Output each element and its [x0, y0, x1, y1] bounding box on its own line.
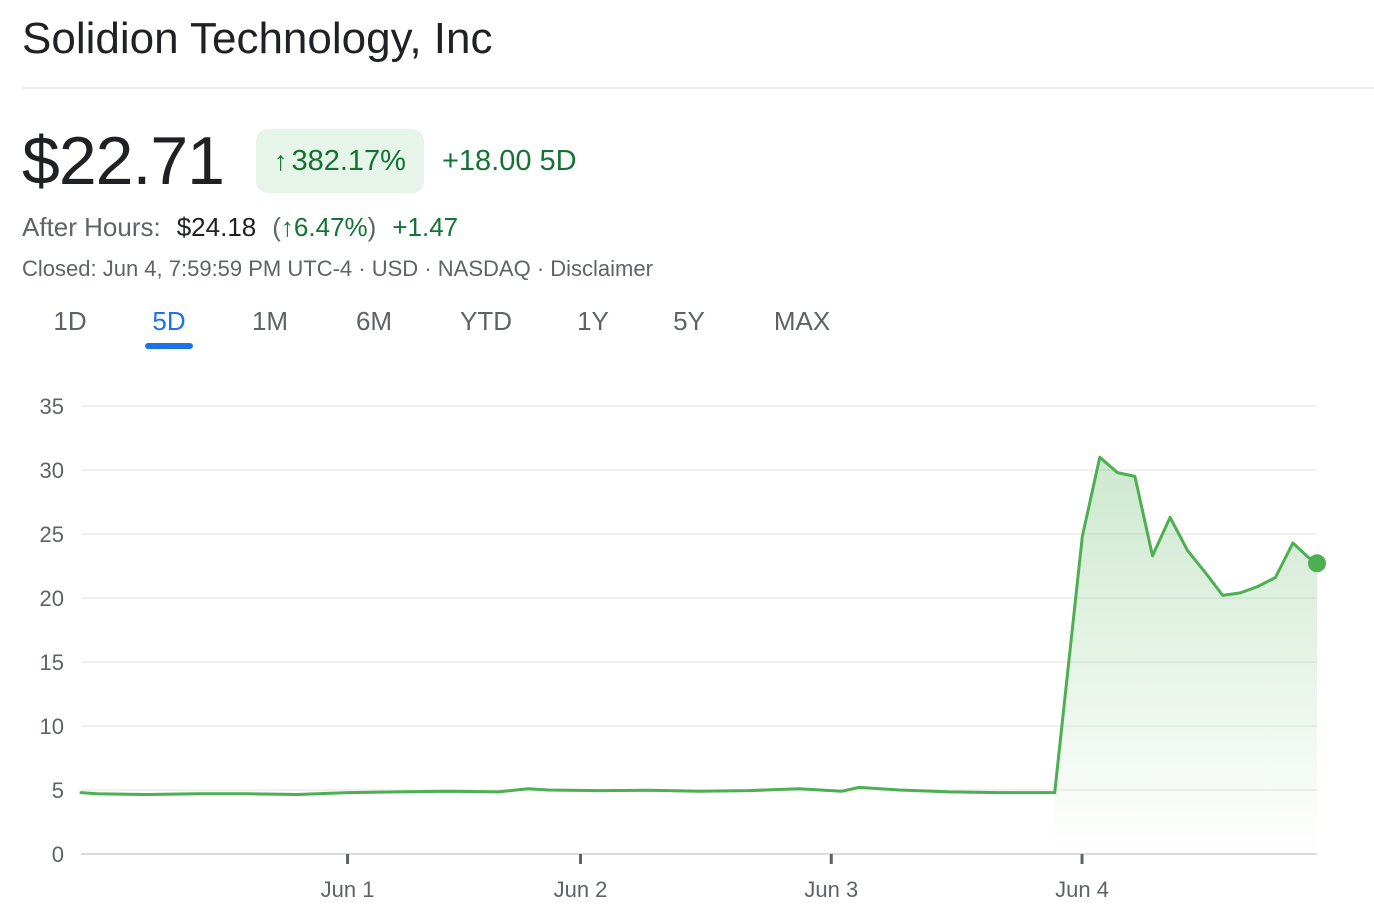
x-tick-label: Jun 4: [1055, 877, 1109, 902]
percent-change-badge: ↑ 382.17%: [255, 129, 424, 193]
after-hours-absolute-change: +1.47: [392, 212, 459, 242]
y-tick-label: 10: [40, 714, 64, 739]
y-tick-label: 30: [40, 458, 64, 483]
tab-5d[interactable]: 5D: [152, 306, 186, 336]
separator: ·: [358, 256, 366, 281]
y-tick-label: 20: [40, 586, 64, 611]
price-chart[interactable]: 0 5 10 15 20 25 30 35 Jun 1 Jun 2 Jun 3 Jun 4: [0, 380, 1374, 918]
y-tick-label: 5: [52, 778, 64, 803]
absolute-change: +18.00 5D: [441, 144, 577, 177]
paren-open: (: [272, 212, 281, 242]
market-status-row: Closed: Jun 4, 7:59:59 PM UTC-4 · USD · …: [22, 256, 653, 282]
y-tick-label: 15: [40, 650, 64, 675]
active-tab-indicator: [145, 343, 193, 349]
tab-ytd[interactable]: YTD: [460, 306, 512, 336]
arrow-up-icon: ↑: [273, 145, 288, 176]
arrow-up-icon: ↑: [280, 212, 294, 242]
price-line: [79, 455, 1319, 796]
currency: USD: [371, 256, 419, 281]
tab-5y[interactable]: 5Y: [673, 306, 705, 336]
tab-1d[interactable]: 1D: [53, 306, 87, 336]
separator: ·: [536, 256, 545, 281]
time-range-tabs: 1D 5D 1M 6M YTD 1Y 5Y MAX: [0, 306, 900, 352]
tab-1m[interactable]: 1M: [251, 306, 289, 336]
after-hours-price: $24.18: [176, 212, 257, 242]
after-hours-row: After Hours: $24.18 (↑6.47%) +1.47: [22, 212, 458, 243]
tab-max[interactable]: MAX: [773, 306, 831, 336]
header-divider: [22, 87, 1374, 89]
exchange: NASDAQ: [437, 256, 531, 281]
percent-change-value: 382.17%: [291, 144, 406, 177]
disclaimer-link[interactable]: Disclaimer: [550, 256, 653, 281]
current-price: $22.71: [22, 123, 225, 199]
company-name: Solidion Technology, Inc: [22, 14, 493, 63]
price-area-fill: [1054, 457, 1317, 854]
separator: ·: [424, 256, 432, 281]
closed-timestamp: Closed: Jun 4, 7:59:59 PM UTC-4: [22, 256, 353, 281]
tab-6m[interactable]: 6M: [355, 306, 393, 336]
after-hours-percent-value: 6.47%: [293, 212, 368, 242]
last-price-marker[interactable]: [1308, 554, 1326, 573]
y-tick-label: 0: [52, 842, 64, 867]
y-tick-label: 25: [40, 522, 64, 547]
x-tick-label: Jun 1: [321, 877, 375, 902]
after-hours-percent: (↑6.47%): [272, 212, 376, 243]
after-hours-label: After Hours:: [22, 212, 161, 242]
x-tick-label: Jun 2: [554, 877, 608, 902]
x-tick-label: Jun 3: [804, 877, 858, 902]
y-tick-label: 35: [40, 394, 64, 419]
price-row: $22.71 ↑ 382.17% +18.00 5D: [22, 123, 577, 199]
paren-close: ): [367, 212, 377, 242]
tab-1y[interactable]: 1Y: [577, 306, 609, 336]
